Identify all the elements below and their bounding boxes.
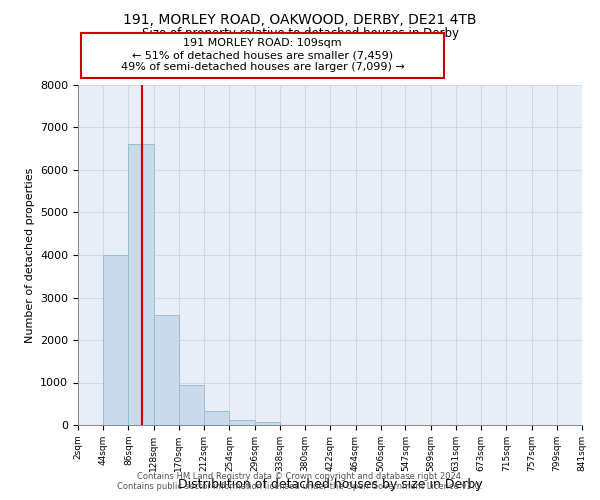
Bar [229, 420, 254, 425]
Text: 191 MORLEY ROAD: 109sqm
← 51% of detached houses are smaller (7,459)
49% of semi: 191 MORLEY ROAD: 109sqm ← 51% of detache… [121, 38, 404, 72]
Text: 191, MORLEY ROAD, OAKWOOD, DERBY, DE21 4TB: 191, MORLEY ROAD, OAKWOOD, DERBY, DE21 4… [123, 12, 477, 26]
Text: Contains HM Land Registry data © Crown copyright and database right 2024.: Contains HM Land Registry data © Crown c… [137, 472, 463, 481]
Bar [128, 144, 154, 425]
Bar [154, 314, 179, 425]
Bar [103, 255, 128, 425]
Bar [204, 411, 229, 425]
X-axis label: Distribution of detached houses by size in Derby: Distribution of detached houses by size … [178, 478, 482, 491]
Bar [179, 384, 204, 425]
Text: Contains public sector information licensed under the Open Government Licence v3: Contains public sector information licen… [118, 482, 482, 491]
Text: Size of property relative to detached houses in Derby: Size of property relative to detached ho… [142, 28, 458, 40]
Bar [254, 422, 280, 425]
Y-axis label: Number of detached properties: Number of detached properties [25, 168, 35, 342]
